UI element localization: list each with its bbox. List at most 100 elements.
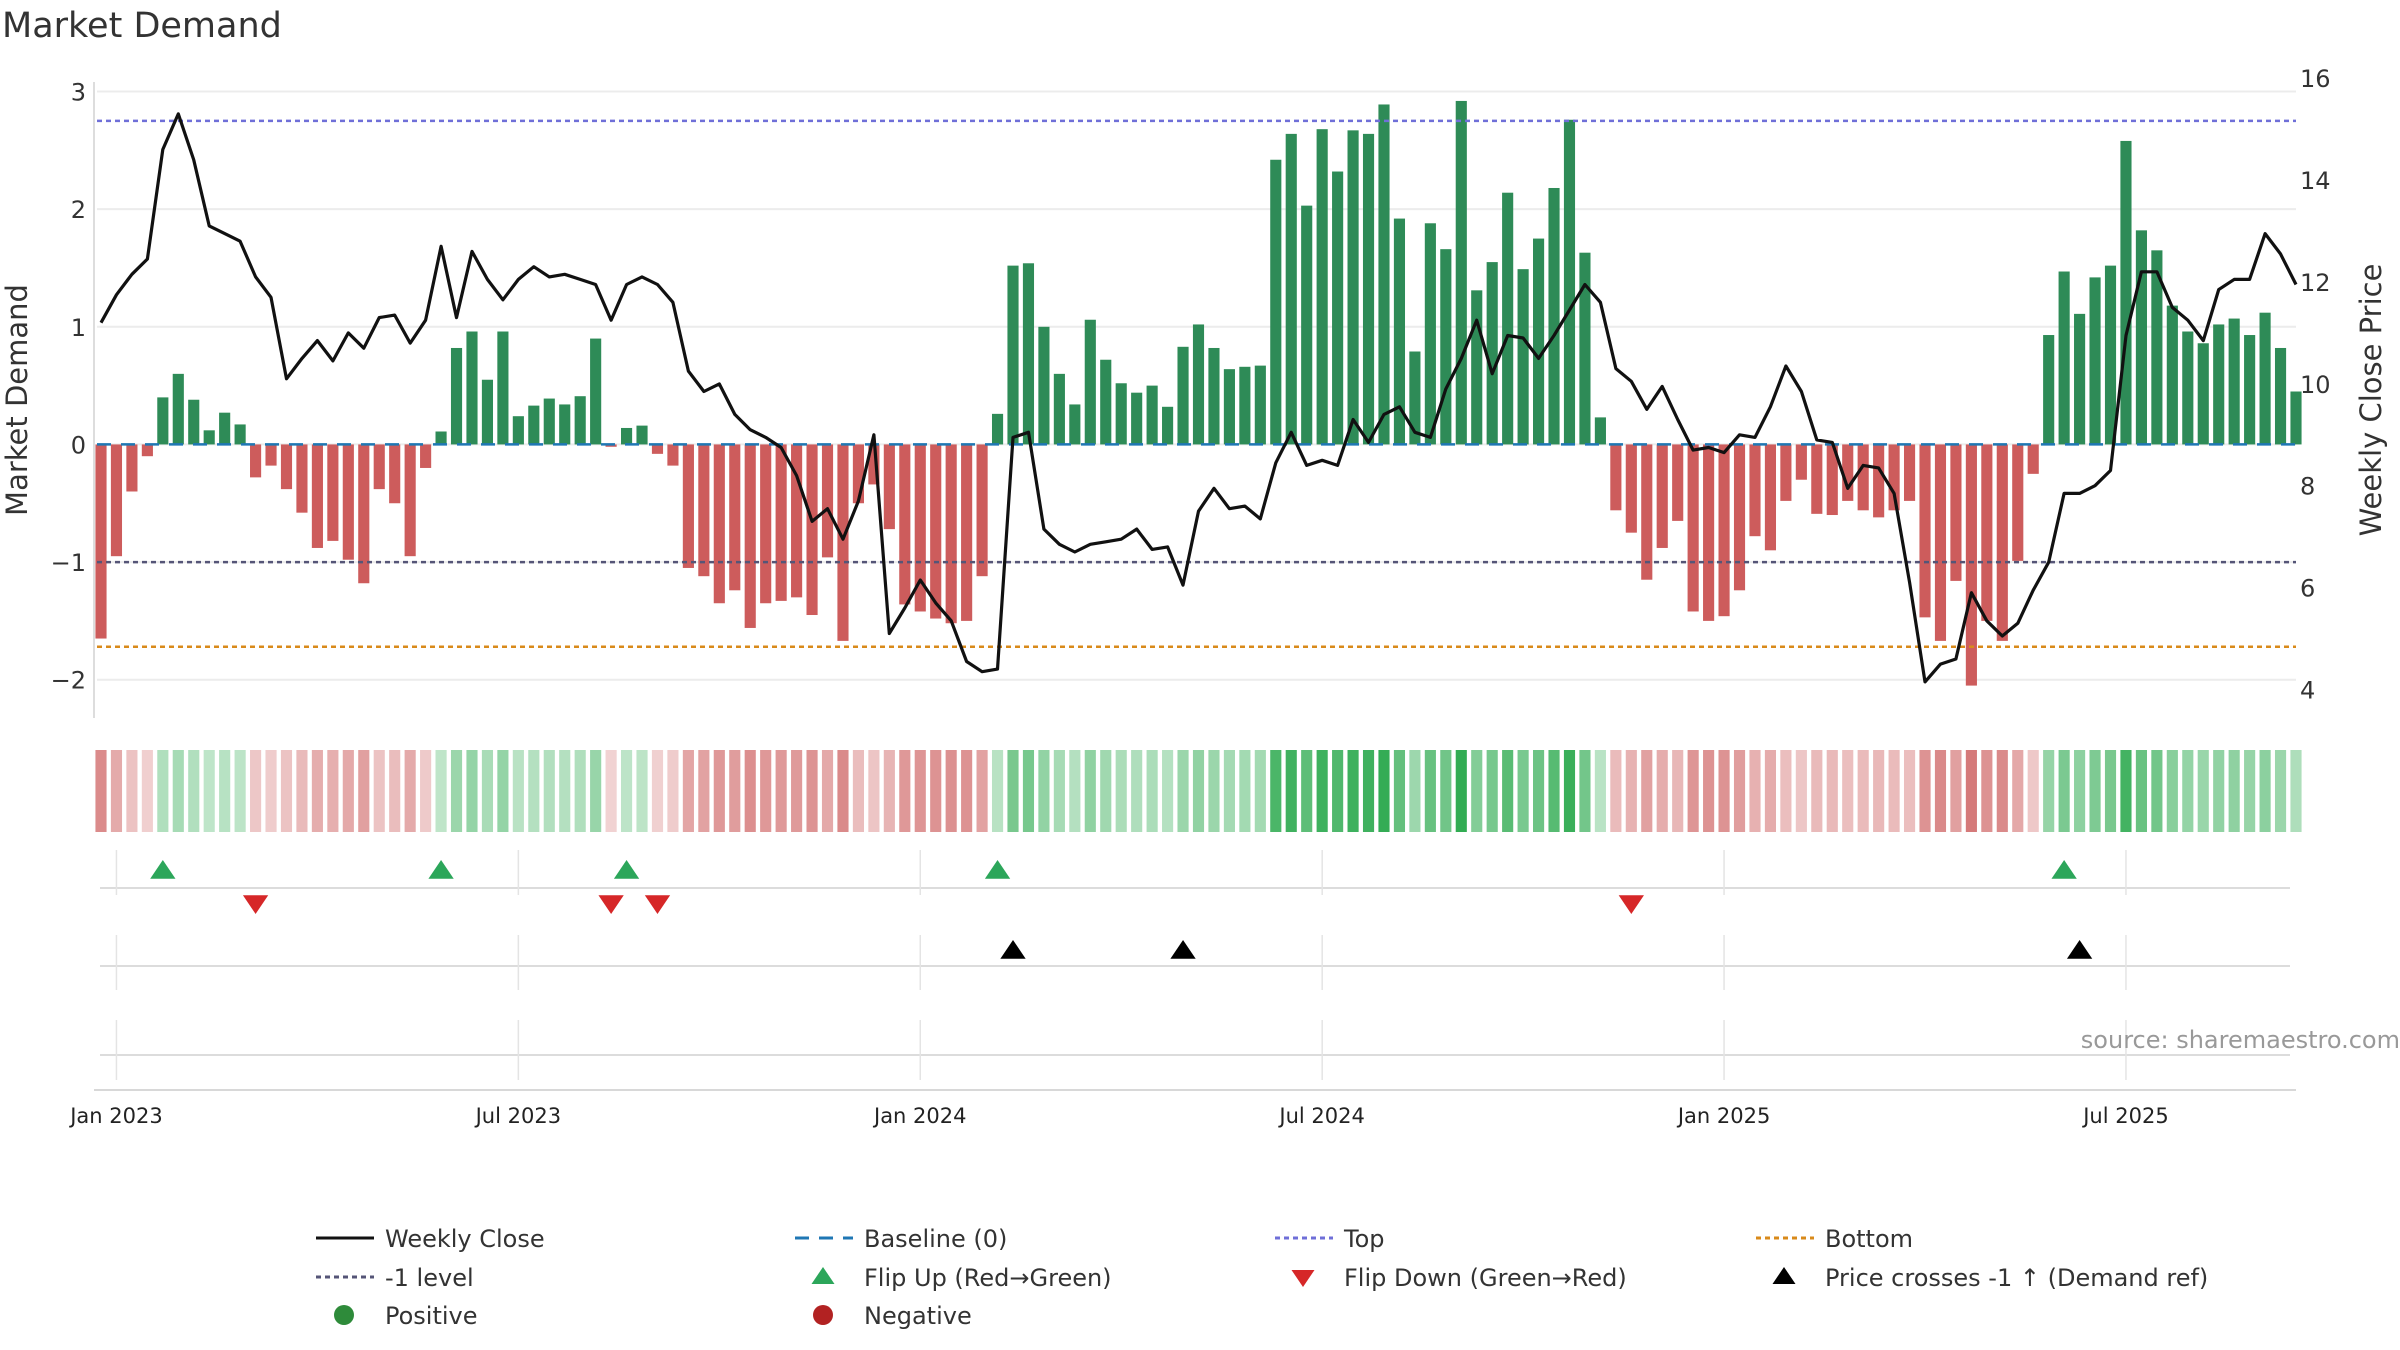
demand-bar	[791, 444, 803, 598]
heat-strip-cell	[2274, 750, 2287, 832]
demand-bar	[404, 444, 416, 557]
demand-bar	[837, 444, 849, 641]
heat-strip-cell	[961, 750, 973, 832]
legend-label: Positive	[385, 1302, 478, 1330]
heat-strip-cell	[157, 750, 169, 832]
demand-bar	[1146, 385, 1158, 445]
heat-strip-cell	[1053, 750, 1065, 832]
heat-strip-cell	[2135, 750, 2147, 832]
heat-strip-cell	[1316, 750, 1328, 832]
heat-strip-cell	[1285, 750, 1297, 832]
demand-bar	[188, 399, 200, 445]
demand-bar	[389, 444, 401, 504]
heat-strip-cell	[1533, 750, 1545, 832]
demand-bar	[1749, 444, 1761, 537]
demand-bar	[342, 444, 354, 560]
heat-strip-cell	[574, 750, 586, 832]
legend-swatch-tri-down	[1291, 1270, 1315, 1287]
demand-bar	[1301, 205, 1313, 445]
flip-up-marker	[984, 860, 1011, 879]
demand-bar	[2104, 265, 2117, 445]
demand-bar	[883, 444, 895, 530]
heat-strip-cell	[2228, 750, 2240, 832]
demand-bar	[2182, 331, 2194, 445]
heat-strip-cell	[2213, 750, 2225, 832]
heat-strip-cell	[265, 750, 277, 832]
heat-strip-cell	[1563, 750, 1576, 832]
heat-strip-cell	[1656, 750, 1668, 832]
heat-strip-cell	[1440, 750, 1452, 832]
heat-strip-cell	[342, 750, 354, 832]
demand-bar	[914, 444, 926, 612]
heat-strip-cell	[250, 750, 262, 832]
legend-label: Bottom	[1825, 1225, 1913, 1253]
demand-bar	[1888, 444, 1900, 511]
right-axis-title: Weekly Close Price	[2354, 264, 2388, 537]
heat-strip-cell	[1100, 750, 1112, 832]
demand-bar	[2244, 335, 2256, 445]
demand-bar	[1239, 366, 1251, 445]
heat-strip-cell	[914, 750, 926, 832]
heat-strip-cell	[1749, 750, 1761, 832]
demand-bar	[497, 331, 509, 445]
demand-bar	[2043, 335, 2055, 445]
demand-bar	[157, 397, 169, 445]
demand-bar	[1038, 326, 1050, 445]
demand-bar	[991, 413, 1004, 445]
heat-strip-cell	[1687, 750, 1699, 832]
heat-strip-cell	[1733, 750, 1746, 832]
heat-strip-cell	[280, 750, 293, 832]
heat-strip-cell	[1718, 750, 1730, 832]
right-tick-label: 16	[2300, 65, 2331, 93]
legend-label: Top	[1343, 1225, 1385, 1253]
demand-bar	[2228, 318, 2240, 445]
x-tick-label: Jul 2023	[474, 1104, 561, 1128]
demand-bar	[1703, 444, 1715, 621]
heat-strip-cell	[2027, 750, 2039, 832]
demand-bar	[1192, 324, 1205, 445]
demand-bar	[976, 444, 988, 577]
demand-bar	[1270, 159, 1282, 445]
heat-strip-cell	[2290, 750, 2302, 832]
legend-label: -1 level	[385, 1264, 474, 1292]
legend-label: Flip Up (Red→Green)	[864, 1264, 1112, 1292]
demand-bar	[620, 427, 633, 445]
heat-strip-cell	[1873, 750, 1885, 832]
heat-strip-cell	[1254, 750, 1266, 832]
heat-strip-cell	[1378, 750, 1390, 832]
heat-strip-cell	[373, 750, 385, 832]
demand-bar	[1316, 129, 1328, 445]
demand-bar	[420, 444, 432, 468]
heat-strip-cell	[1672, 750, 1684, 832]
heat-strip-cell	[791, 750, 803, 832]
heat-strip-cell	[945, 750, 957, 832]
demand-bar	[1625, 444, 1637, 533]
demand-bar	[234, 424, 246, 445]
demand-bar	[1950, 444, 1962, 581]
heat-strip-cell	[1502, 750, 1514, 832]
demand-bar	[1471, 290, 1483, 445]
demand-bar	[2213, 324, 2225, 445]
demand-bar	[1177, 346, 1189, 445]
demand-bar	[1934, 444, 1947, 641]
heat-strip-cell	[590, 750, 602, 832]
demand-bar	[1223, 369, 1235, 445]
heat-strip-cell	[1115, 750, 1127, 832]
demand-bar	[1965, 444, 1977, 686]
legend-label: Price crosses -1 ↑ (Demand ref)	[1825, 1264, 2208, 1292]
legend-label: Baseline (0)	[864, 1225, 1007, 1253]
heat-strip-cell	[1177, 750, 1189, 832]
heat-strip-cell	[729, 750, 741, 832]
heat-strip-cell	[636, 750, 648, 832]
legend-label: Weekly Close	[385, 1225, 545, 1253]
demand-bar	[1610, 444, 1622, 511]
heat-strip-cell	[435, 750, 447, 832]
demand-bar	[1502, 192, 1514, 445]
heat-strip-cell	[466, 750, 478, 832]
heat-strip-cell	[1038, 750, 1050, 832]
demand-bar	[280, 444, 293, 490]
x-tick-label: Jan 2024	[872, 1104, 967, 1128]
heat-strip-cell	[219, 750, 231, 832]
demand-bar	[1981, 444, 1993, 621]
heat-strip-cell	[95, 750, 107, 832]
